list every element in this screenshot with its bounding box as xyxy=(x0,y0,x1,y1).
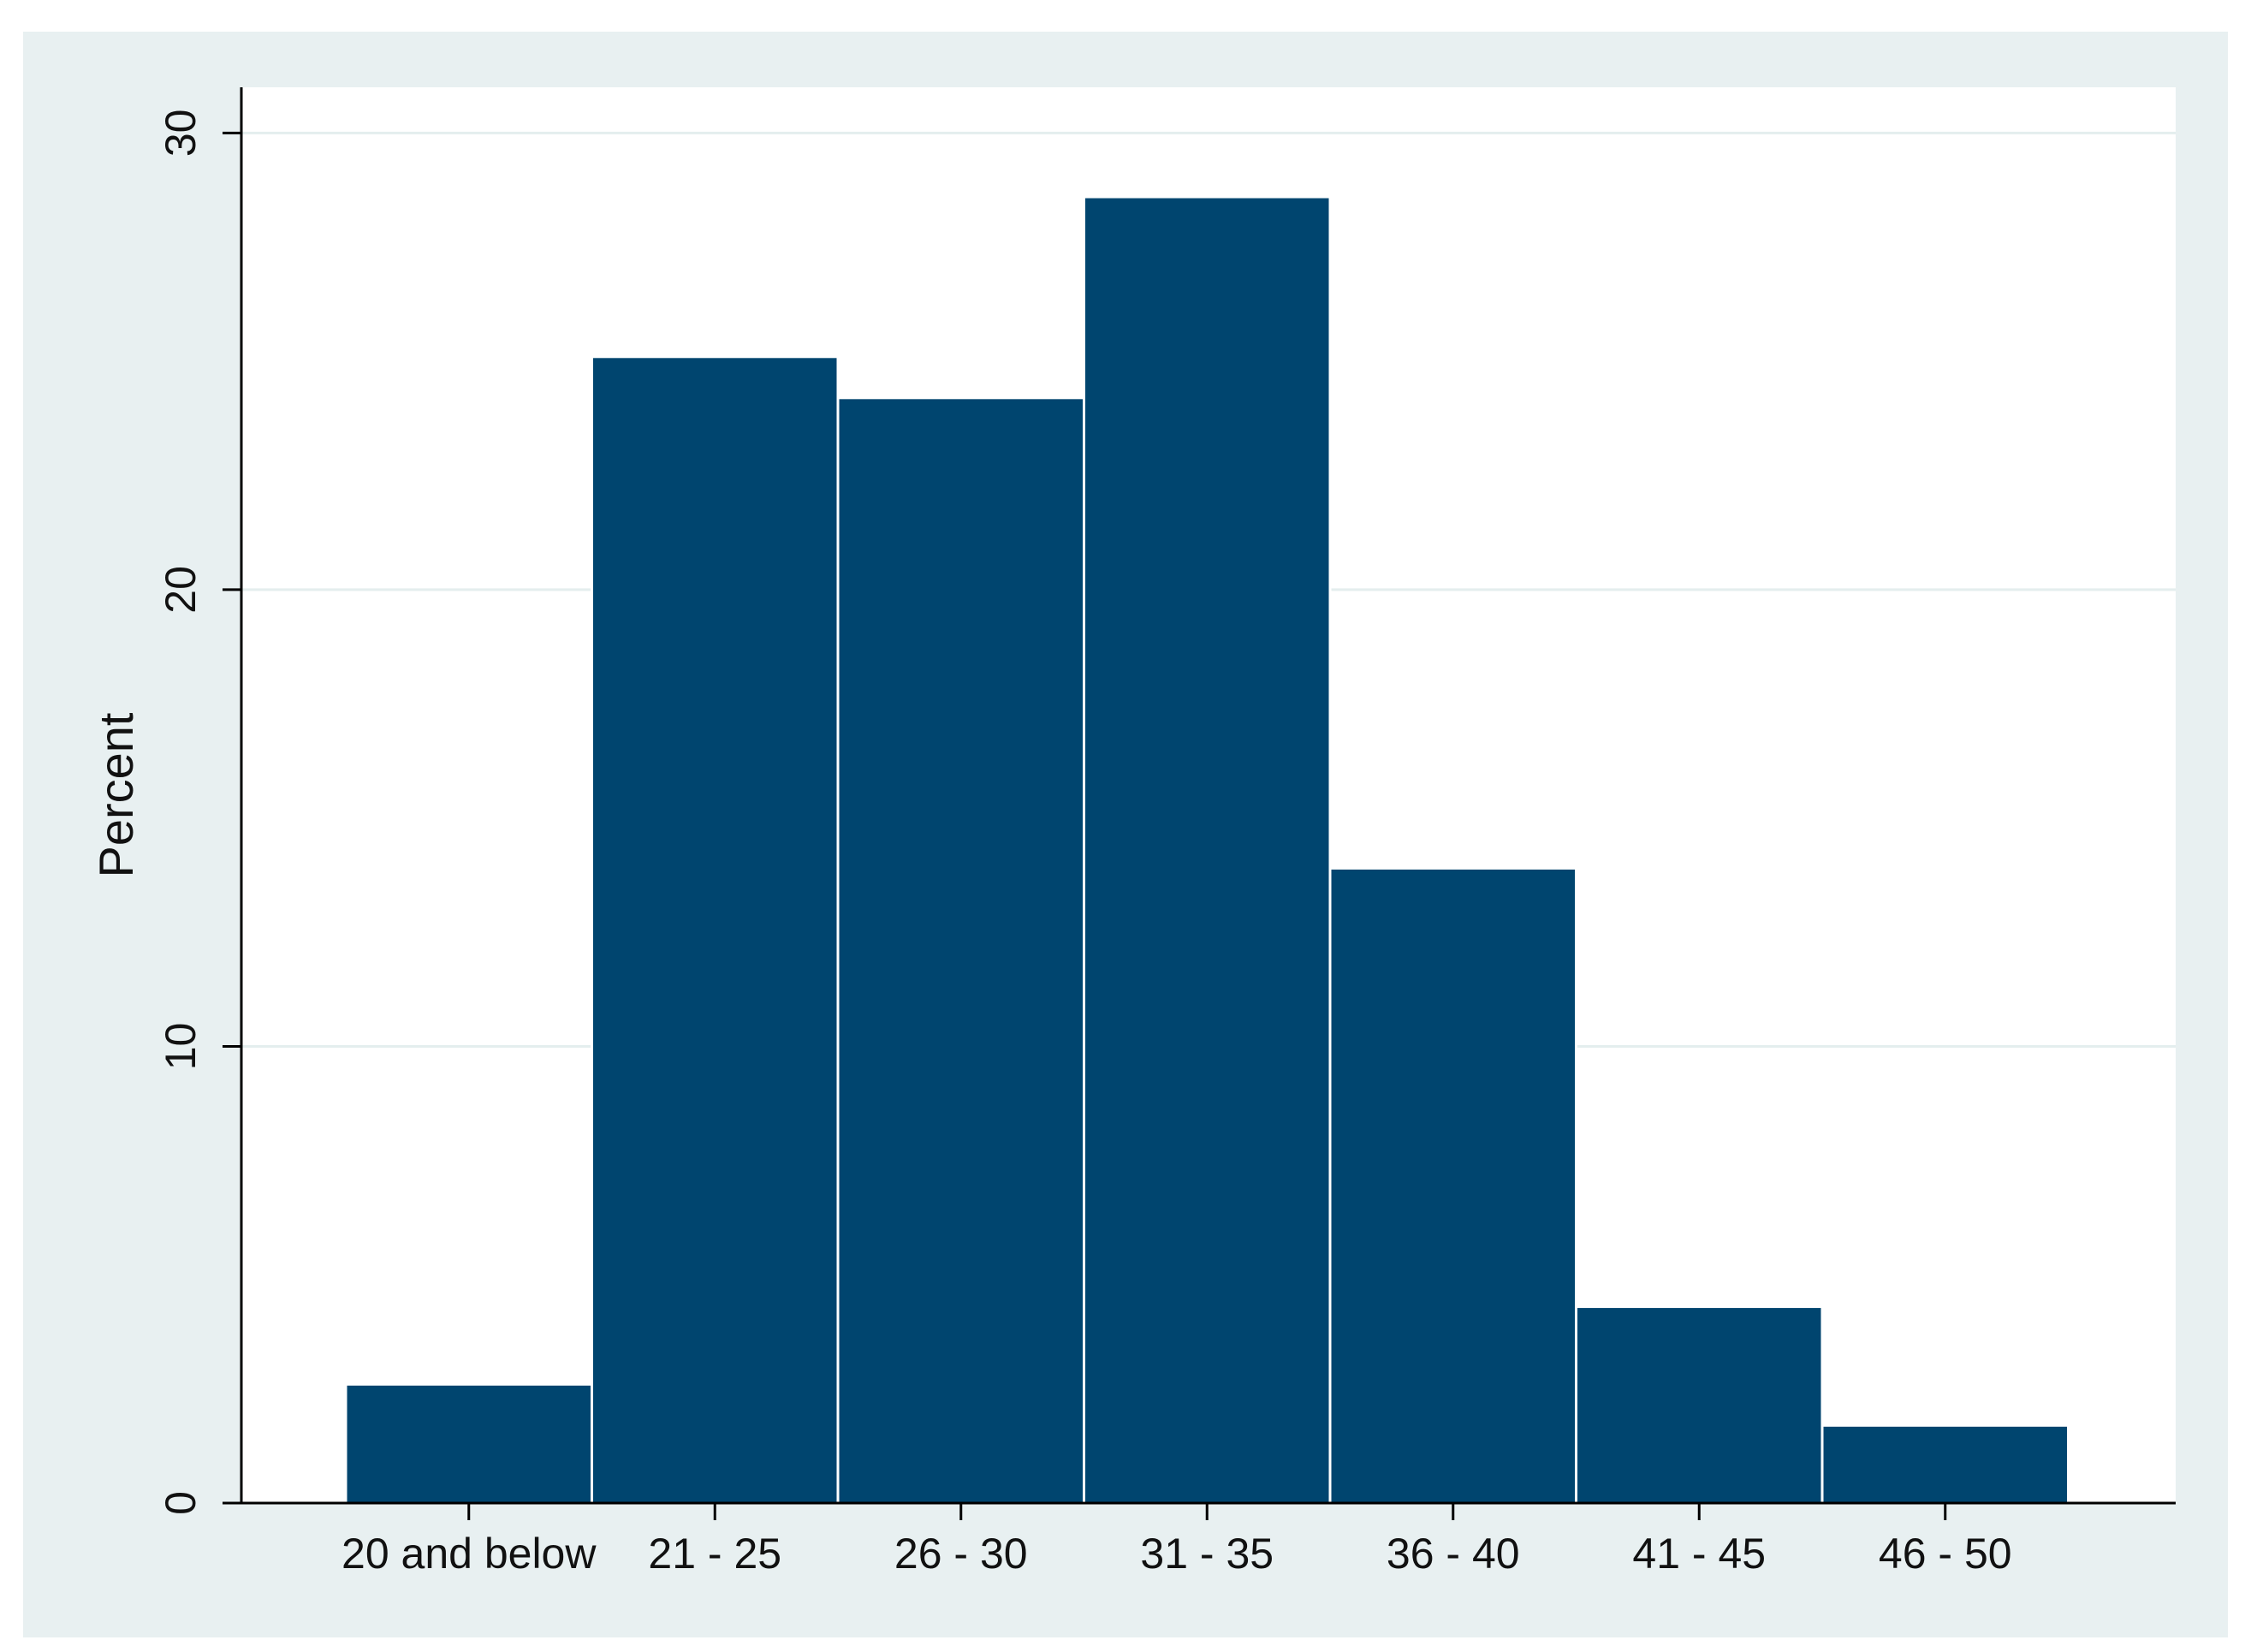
bar xyxy=(344,1382,593,1505)
bar xyxy=(591,355,840,1505)
bars xyxy=(344,195,2070,1505)
y-tick-label: 0 xyxy=(157,1491,205,1515)
x-tick-label: 20 and below xyxy=(342,1530,597,1578)
x-tick-label: 31 - 35 xyxy=(1140,1530,1274,1578)
axes xyxy=(240,87,2176,1505)
x-tick-label: 46 - 50 xyxy=(1879,1530,2012,1578)
x-ticks: 20 and below 21 - 25 26 - 30 31 - 35 36 - 40… xyxy=(342,1503,2012,1578)
y-tick-label: 30 xyxy=(157,110,205,157)
x-tick-label: 36 - 40 xyxy=(1387,1530,1520,1578)
y-axis-title: Percent xyxy=(89,712,143,877)
bar xyxy=(1820,1423,2070,1505)
x-tick-label: 41 - 45 xyxy=(1632,1530,1766,1578)
y-tick-label: 20 xyxy=(157,566,205,614)
x-tick-label: 26 - 30 xyxy=(894,1530,1028,1578)
bar xyxy=(836,396,1085,1505)
bar xyxy=(1083,195,1332,1505)
x-tick-label: 21 - 25 xyxy=(648,1530,781,1578)
y-tick-label: 10 xyxy=(157,1023,205,1071)
bar xyxy=(1575,1305,1824,1505)
bar xyxy=(1328,866,1577,1505)
y-ticks: 0 10 20 30 xyxy=(157,110,241,1515)
